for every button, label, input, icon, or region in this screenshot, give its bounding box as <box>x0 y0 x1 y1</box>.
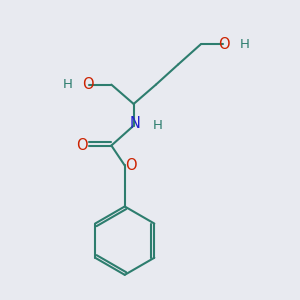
Text: O: O <box>125 158 137 173</box>
Text: O: O <box>218 37 230 52</box>
Text: H: H <box>152 119 162 132</box>
Text: H: H <box>240 38 250 51</box>
Text: O: O <box>76 138 88 153</box>
Text: N: N <box>130 116 141 131</box>
Text: H: H <box>62 78 72 91</box>
Text: O: O <box>82 77 93 92</box>
